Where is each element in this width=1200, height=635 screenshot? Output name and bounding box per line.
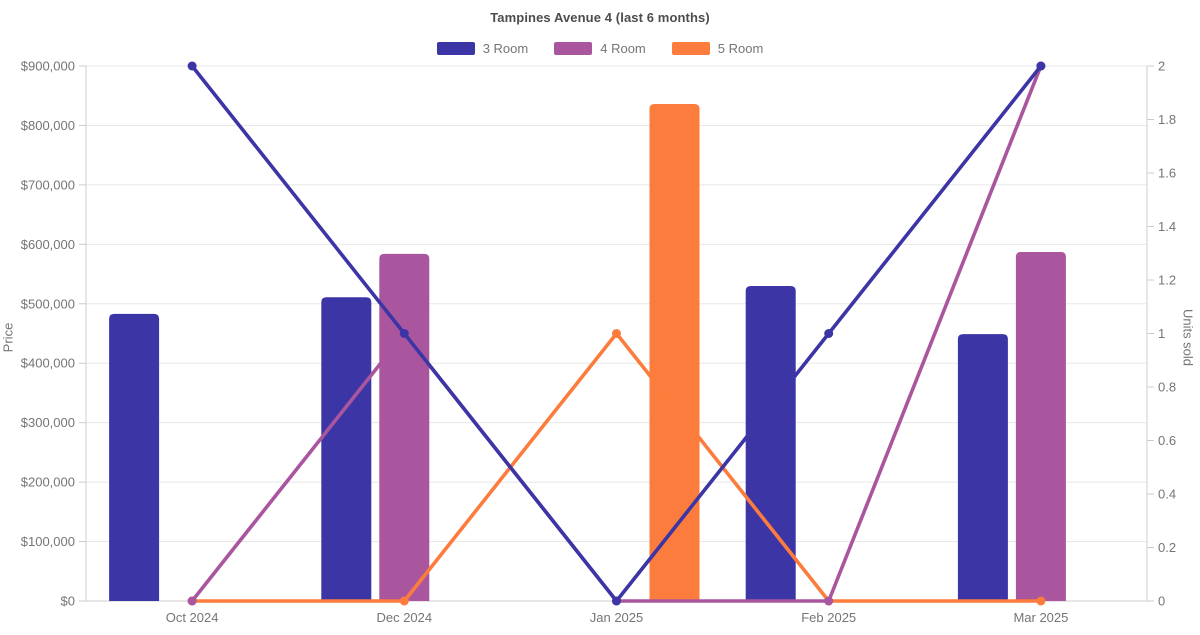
bar-5-room-jan-2025	[649, 104, 700, 602]
legend-swatch-4-room	[554, 42, 593, 55]
left-axis-tick-label: $900,000	[21, 59, 75, 74]
left-axis-tick-label: $0	[61, 594, 75, 609]
right-axis-tick-label: 0.4	[1158, 487, 1176, 502]
bar-3-room-oct-2024	[109, 313, 160, 601]
left-axis-tick-label: $500,000	[21, 296, 75, 311]
right-axis-tick-label: 1.8	[1158, 112, 1176, 127]
point-5-room-jan-2025	[612, 329, 621, 338]
point-3-room-jan-2025	[612, 596, 621, 606]
left-axis-title: Price	[0, 322, 16, 353]
line-5-room	[190, 331, 1043, 603]
left-axis-tick-label: $700,000	[21, 177, 75, 192]
bar-3-room-dec-2024	[321, 297, 372, 601]
left-axis-tick-label: $200,000	[21, 475, 75, 490]
point-3-room-dec-2024	[399, 329, 409, 338]
left-axis-tick-label: $800,000	[21, 118, 75, 133]
right-axis-tick-label: 2	[1158, 59, 1165, 74]
legend-item-5-room[interactable]: 5 Room	[671, 41, 764, 56]
right-axis-tick-label: 0.8	[1158, 380, 1176, 395]
left-axis-tick-label: $300,000	[21, 415, 75, 430]
right-axis-tick-label: 1.6	[1158, 166, 1176, 181]
right-axis-tick-label: 1.2	[1158, 273, 1176, 288]
x-axis-tick-label: Mar 2025	[1013, 610, 1068, 625]
right-axis-tick-label: 0.6	[1158, 433, 1176, 448]
point-5-room-dec-2024	[399, 596, 409, 606]
point-3-room-oct-2024	[187, 61, 197, 71]
point-5-room-mar-2025	[1036, 596, 1046, 606]
chart-title: Tampines Avenue 4 (last 6 months)	[490, 10, 710, 25]
x-axis-tick-label: Jan 2025	[590, 610, 644, 625]
point-4-room-feb-2025	[824, 596, 834, 606]
legend-label: 3 Room	[482, 41, 529, 56]
right-axis-tick-label: 0	[1158, 594, 1165, 609]
right-axis-title: Units sold	[1180, 308, 1196, 367]
legend-label: 4 Room	[600, 41, 646, 56]
x-axis-tick-label: Oct 2024	[166, 610, 219, 625]
bar-4-room-dec-2024	[379, 253, 430, 601]
point-3-room-feb-2025	[824, 329, 834, 338]
x-axis-tick-label: Feb 2025	[801, 610, 856, 625]
legend-swatch-5-room	[671, 42, 710, 55]
bar-3-room-feb-2025	[745, 285, 796, 601]
bar-4-room-mar-2025	[1015, 252, 1066, 601]
bar-3-room-mar-2025	[957, 334, 1008, 601]
legend-label: 5 Room	[717, 41, 764, 56]
legend-item-4-room[interactable]: 4 Room	[554, 41, 646, 56]
left-axis-tick-label: $600,000	[21, 237, 75, 252]
right-axis-tick-label: 0.2	[1158, 540, 1176, 555]
x-axis-tick-label: Dec 2024	[376, 610, 432, 625]
right-axis-tick-label: 1.4	[1158, 219, 1176, 234]
legend-item-3-room[interactable]: 3 Room	[436, 41, 529, 56]
left-axis-tick-label: $400,000	[21, 356, 75, 371]
point-3-room-mar-2025	[1036, 61, 1046, 71]
legend: 3 Room 4 Room 5 Room	[0, 41, 1200, 56]
point-4-room-oct-2024	[187, 596, 197, 606]
left-axis-tick-label: $100,000	[21, 534, 75, 549]
right-axis-tick-label: 1	[1158, 326, 1165, 341]
legend-swatch-3-room	[436, 42, 475, 55]
